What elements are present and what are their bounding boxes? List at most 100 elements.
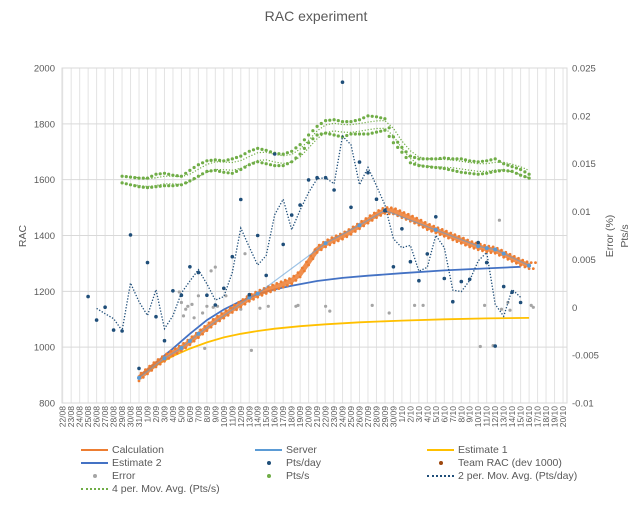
pts-s-point [468,171,472,175]
calculation-point [228,306,232,310]
error-point [179,300,183,305]
pts-day-point [417,278,421,283]
calculation-point [345,235,349,239]
calculation-point [489,251,493,255]
legend-item-estimate-2[interactable]: Estimate 2 [81,456,162,469]
pts-s-point [311,129,315,133]
server-point [162,356,167,361]
calculation-point [146,372,149,376]
y-axis-label: RAC [17,224,29,247]
legend-item-calculation[interactable]: Calculation [81,443,164,456]
calculation-point [358,227,361,231]
legend-swatch-ma-pts-day [427,471,454,481]
calculation-point [305,260,308,264]
legend-label: Pts/day [286,456,322,469]
calculation-point [256,295,260,299]
pts-s-point [158,172,162,176]
legend-swatch-server [255,445,282,455]
pts-s-point [205,159,209,163]
pts-s-point [480,172,485,176]
server-point [179,346,184,350]
y2-tick-label: 0 [572,303,577,314]
pts-s-point [260,147,264,151]
pts-s-point [145,186,150,190]
legend-item-estimate-1[interactable]: Estimate 1 [427,443,508,456]
y2-tick-label: -0.01 [572,399,594,410]
pts-s-point [463,158,468,162]
pts-s-point [328,118,332,122]
calculation-point [421,225,425,229]
pts-s-point [442,156,446,160]
calculation-point [341,237,344,241]
pts-s-point [353,119,357,123]
calculation-point [180,349,183,353]
pts-day-point [128,233,133,237]
calculation-point [362,224,366,228]
pts-s-point [302,138,306,142]
calculation-point [169,349,173,353]
calculation-point [167,357,171,360]
pts-s-point [506,163,510,167]
server-line [138,209,530,379]
calculation-point [201,332,205,336]
pts-day-point [289,213,294,217]
server-point [247,295,252,300]
legend-item-pts-s[interactable]: Pts/s [255,469,309,482]
y2-tick-label: 0.005 [572,255,596,266]
x-tick-label: 8/10 [456,406,466,423]
x-tick-label: 31/08 [134,406,144,428]
pts-s-point [523,175,527,179]
error-point [211,305,215,309]
calculation-point [529,261,533,264]
pts-s-point [188,179,192,183]
calculation-point [307,263,310,267]
pts-s-point [158,184,162,188]
x-tick-label: 24/08 [75,406,85,428]
calculation-point [326,238,330,242]
pts-s-point [281,152,285,156]
legend-item-ma-pts-day[interactable]: 2 per. Mov. Avg. (Pts/day) [427,469,577,482]
pts-s-point [404,150,408,154]
legend-item-server[interactable]: Server [255,443,317,456]
error-point [296,303,300,307]
pts-day-point [400,227,404,231]
pts-day-point [272,152,277,156]
legend-label: Error [112,469,136,482]
legend-item-team-rac[interactable]: Team RAC (dev 1000) [427,456,562,469]
calculation-point [288,277,291,280]
calculation-point [415,216,419,220]
pts-s-point [192,165,196,170]
server-point [527,263,532,268]
x-tick-label: 16/09 [270,406,280,428]
calculation-point [220,312,224,315]
legend-item-pts-day[interactable]: Pts/day [255,456,321,469]
x-tick-label: 12/10 [490,406,500,428]
calculation-point [432,224,436,228]
pts-s-point [256,160,260,164]
legend-label: Pts/s [286,469,310,482]
pts-s-point [251,148,256,152]
pts-day-point [366,170,370,175]
calculation-point [366,221,370,225]
pts-s-point [438,166,442,170]
pts-s-point [162,184,167,188]
server-point [501,251,506,256]
server-point [323,241,328,246]
legend-swatch-pts-day [255,458,282,468]
server-point [137,375,141,380]
calculation-point [239,305,243,309]
pts-s-point [370,131,374,135]
pts-s-point [476,172,480,176]
pts-s-point [311,137,315,141]
x-tick-label: 26/09 [355,406,365,428]
pts-s-point [374,115,379,119]
legend-item-error[interactable]: Error [81,469,135,482]
error-point [478,344,482,349]
x-tick-label: 21/09 [312,406,322,428]
x-tick-label: 29/09 [380,406,390,428]
pts-s-point [379,129,383,133]
calculation-point [300,266,304,270]
legend-item-ma-pts-s[interactable]: 4 per. Mov. Avg. (Pts/s) [81,482,220,495]
pts-s-point [446,167,451,172]
error-point [201,311,205,315]
